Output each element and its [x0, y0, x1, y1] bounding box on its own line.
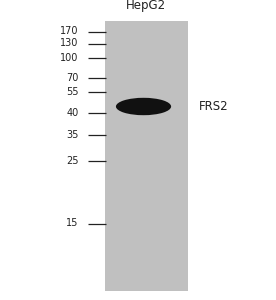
- Text: HepG2: HepG2: [126, 0, 166, 12]
- Text: 70: 70: [66, 73, 79, 83]
- Text: FRS2: FRS2: [199, 100, 228, 113]
- Text: 15: 15: [66, 218, 79, 229]
- Text: 35: 35: [66, 130, 79, 140]
- Text: 25: 25: [66, 156, 79, 167]
- Text: 100: 100: [60, 52, 79, 63]
- Text: 130: 130: [60, 38, 79, 49]
- Text: 170: 170: [60, 26, 79, 37]
- Ellipse shape: [116, 98, 171, 115]
- Bar: [105, 21, 188, 291]
- Text: 55: 55: [66, 86, 79, 97]
- Text: 40: 40: [67, 107, 79, 118]
